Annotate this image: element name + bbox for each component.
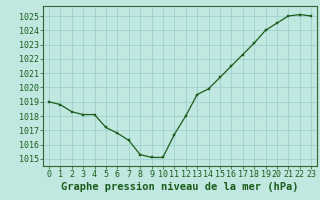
X-axis label: Graphe pression niveau de la mer (hPa): Graphe pression niveau de la mer (hPa): [61, 182, 299, 192]
